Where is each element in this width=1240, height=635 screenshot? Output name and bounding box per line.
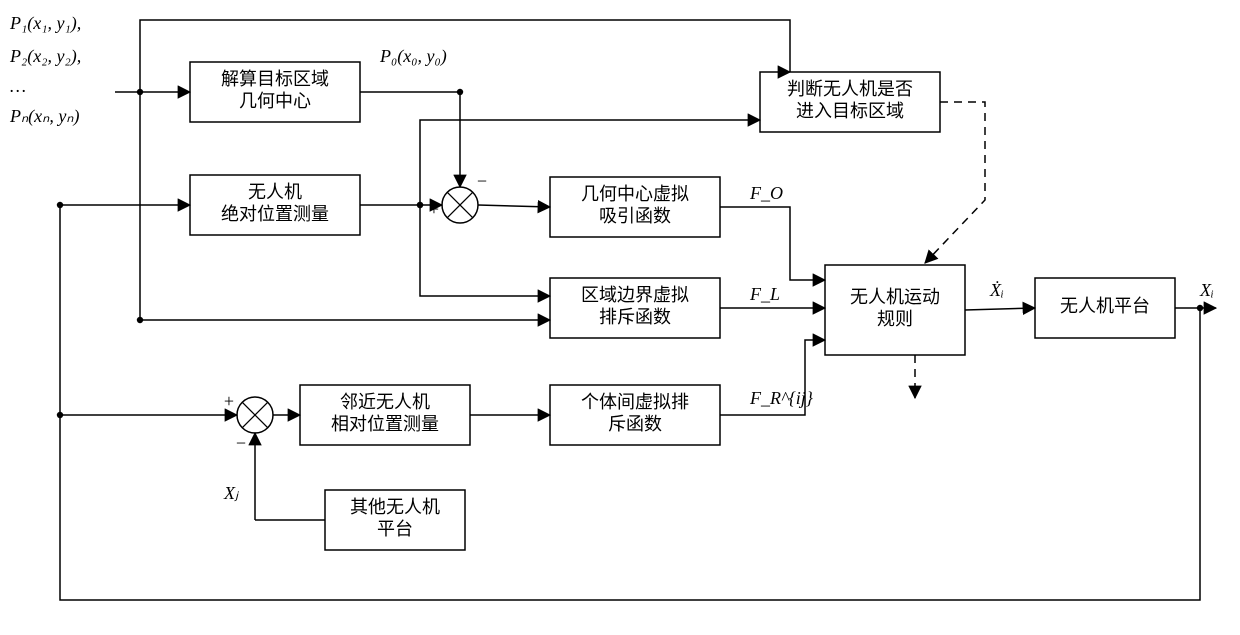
inter-label-0: 个体间虚拟排 [581,392,689,412]
var-FRij: F_R^{ij} [749,388,814,408]
input-dots: … [10,76,26,96]
geo_center-label-0: 解算目标区域 [221,69,329,89]
s2-plus: + [224,391,234,411]
attract-label-0: 几何中心虚拟 [581,184,689,204]
var-Xdot: Ẋᵢ [989,280,1004,300]
boundary-label-0: 区域边界虚拟 [581,285,689,305]
rule-label-0: 无人机运动 [850,287,940,307]
rel_pos-label-0: 邻近无人机 [340,392,430,412]
other-label-0: 其他无人机 [350,497,440,517]
abs_pos-label-0: 无人机 [248,182,302,202]
var-FO: F_O [749,183,783,203]
s2-minus: − [236,433,246,453]
input-Pn: Pₙ(xₙ, yₙ) [9,106,79,127]
var-Xj: Xⱼ [223,483,240,503]
boundary-label-1: 排斥函数 [599,307,671,327]
s1-plus: + [429,199,439,219]
attract-label-1: 吸引函数 [599,206,671,226]
geo_center-label-1: 几何中心 [239,91,311,111]
s1-minus: − [477,171,487,191]
input-P2: P₂(x₂, y₂), [9,46,81,67]
input-P1: P₁(x₁, y₁), [9,13,81,34]
rel_pos-label-1: 相对位置测量 [331,414,439,434]
var-P0: P₀(x₀, y₀) [379,46,447,67]
other-label-1: 平台 [377,519,413,539]
judge-label-1: 进入目标区域 [796,101,904,121]
var-FL: F_L [749,284,780,304]
judge-label-0: 判断无人机是否 [787,79,913,99]
abs_pos-label-1: 绝对位置测量 [221,204,329,224]
platform-label-0: 无人机平台 [1060,296,1150,316]
inter-label-1: 斥函数 [608,414,662,434]
var-Xi: Xᵢ [1199,280,1214,300]
rule-label-1: 规则 [877,309,913,329]
